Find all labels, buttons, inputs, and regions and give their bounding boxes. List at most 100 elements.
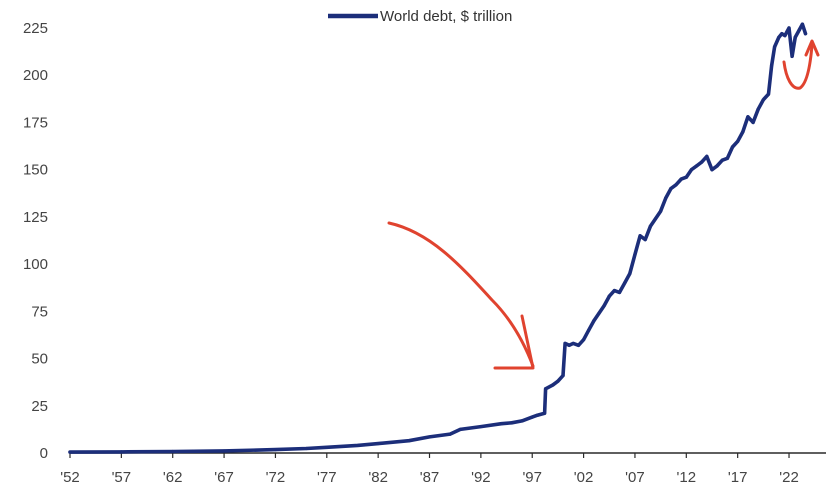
data-point xyxy=(766,92,771,96)
data-point xyxy=(720,158,724,162)
data-point xyxy=(561,373,565,378)
data-point xyxy=(715,164,719,168)
data-point xyxy=(736,139,740,143)
y-tick-label: 225 xyxy=(23,20,48,37)
data-point xyxy=(510,421,514,425)
data-point xyxy=(325,445,329,449)
data-point xyxy=(628,271,632,276)
data-point xyxy=(783,33,787,38)
y-tick-label: 175 xyxy=(23,114,48,131)
data-point xyxy=(530,415,534,419)
data-point xyxy=(612,288,617,293)
annotation-arrow-2022-shaft xyxy=(782,43,814,90)
x-tick-label: '62 xyxy=(163,469,183,486)
data-point xyxy=(689,168,694,172)
data-point xyxy=(684,175,688,179)
data-point xyxy=(746,115,750,119)
data-point xyxy=(304,446,308,451)
y-tick-label: 25 xyxy=(31,398,48,415)
x-tick-label: '12 xyxy=(677,469,697,486)
data-point xyxy=(777,35,781,40)
y-tick-label: 50 xyxy=(31,351,48,368)
data-point xyxy=(535,413,539,417)
data-point xyxy=(669,186,673,191)
data-point xyxy=(273,448,278,452)
data-point xyxy=(803,32,808,36)
data-point xyxy=(756,107,760,111)
legend-label: World debt, $ trillion xyxy=(380,8,512,25)
data-point xyxy=(643,237,647,242)
data-point xyxy=(648,224,652,228)
data-point xyxy=(623,281,627,285)
x-tick-label: '17 xyxy=(728,469,748,486)
data-point xyxy=(576,343,581,347)
data-point xyxy=(427,435,432,439)
x-tick-label: '77 xyxy=(317,469,337,486)
data-point xyxy=(761,98,765,102)
data-point xyxy=(602,304,606,308)
x-tick-label: '97 xyxy=(522,469,542,486)
x-tick-label: '07 xyxy=(625,469,645,486)
data-point xyxy=(741,130,745,134)
data-point xyxy=(592,319,596,323)
data-point xyxy=(653,217,658,221)
y-tick-label: 150 xyxy=(23,162,48,179)
data-point xyxy=(638,234,642,238)
y-tick-label: 125 xyxy=(23,209,48,226)
data-point xyxy=(543,387,548,391)
data-point xyxy=(617,290,622,295)
x-tick-label: '57 xyxy=(112,469,132,486)
data-point xyxy=(725,156,729,160)
y-tick-label: 0 xyxy=(40,445,48,462)
legend: World debt, $ trillion xyxy=(328,8,512,25)
data-point xyxy=(679,177,683,181)
x-tick-label: '67 xyxy=(214,469,234,486)
data-point xyxy=(567,343,571,347)
y-tick-label: 75 xyxy=(31,303,48,320)
data-point xyxy=(222,449,226,453)
data-point xyxy=(68,450,72,454)
data-point xyxy=(751,120,755,125)
annotation-arrow-2022 xyxy=(782,39,820,90)
annotation-arrow-1997-head xyxy=(493,314,535,370)
series-points xyxy=(68,22,808,454)
data-point xyxy=(171,449,175,454)
data-point xyxy=(448,432,452,436)
data-point xyxy=(563,341,567,346)
data-point xyxy=(499,422,504,426)
data-point xyxy=(597,311,601,315)
series-line-world-debt xyxy=(68,22,808,454)
data-point xyxy=(780,32,784,36)
x-axis-ticks: '52 '57 '62 '67 '72 '77 '82 '87 '92 '97 '02 '07 '12 '… xyxy=(60,453,799,486)
data-point xyxy=(700,160,704,164)
data-point xyxy=(769,64,774,68)
data-point xyxy=(797,28,801,32)
data-point xyxy=(376,441,380,446)
data-point xyxy=(800,22,804,26)
data-point xyxy=(607,294,611,298)
annotation-arrow-2022-head xyxy=(804,39,820,57)
y-tick-label: 100 xyxy=(23,256,48,273)
x-tick-label: '92 xyxy=(471,469,491,486)
y-axis-ticks: 0 25 50 75 100 125 150 175 200 225 xyxy=(23,20,48,462)
x-tick-label: '82 xyxy=(368,469,388,486)
data-point xyxy=(793,35,797,40)
y-tick-label: 200 xyxy=(23,67,48,84)
data-point xyxy=(790,54,794,58)
data-point xyxy=(674,183,678,187)
data-point xyxy=(542,411,547,415)
data-point xyxy=(571,341,575,346)
x-tick-label: '02 xyxy=(574,469,594,486)
data-point xyxy=(664,196,668,200)
annotation-arrow-1997-shaft xyxy=(387,221,535,368)
data-point xyxy=(710,168,714,172)
data-point xyxy=(773,45,777,49)
data-point xyxy=(705,154,709,159)
data-point xyxy=(407,439,411,443)
data-point xyxy=(356,443,360,448)
data-point xyxy=(730,145,735,149)
x-tick-label: '22 xyxy=(779,469,799,486)
data-point xyxy=(787,26,791,30)
data-point xyxy=(694,164,699,168)
